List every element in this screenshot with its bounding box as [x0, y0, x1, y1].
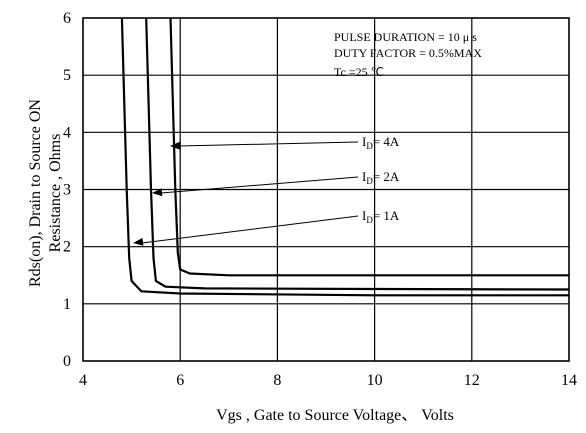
x-tick-label: 12	[464, 372, 480, 389]
x-axis-title: Vgs , Gate to Source Voltage、 Volts	[216, 407, 454, 424]
curve-layer	[120, 17, 570, 297]
curve-label: ID= 4A	[362, 134, 400, 151]
curve-label: ID= 2A	[362, 169, 400, 186]
series-line	[120, 17, 569, 297]
curve-label-arrow-line	[160, 176, 359, 194]
y-tick-label: 3	[63, 182, 71, 199]
curve-label-arrowhead	[152, 188, 163, 197]
grid-layer	[83, 18, 569, 361]
series-line	[145, 17, 570, 291]
curve-label: ID= 1A	[362, 208, 400, 225]
x-tick-label: 4	[79, 372, 87, 389]
curve-label-arrowhead	[133, 237, 144, 246]
y-axis-title-line1: Rds(on), Drain to Source ON	[27, 99, 44, 287]
curve-label-arrow-line	[141, 215, 359, 244]
annotation-temperature: Tc =25 ℃	[334, 65, 384, 79]
annotation-duty-factor: DUTY FACTOR = 0.5%MAX	[334, 46, 482, 60]
label-layer: ID= 4A ID= 2A ID= 1A	[133, 134, 400, 246]
x-tick-label: 8	[273, 372, 281, 389]
x-tick-label: 6	[176, 372, 184, 389]
series-line	[169, 17, 569, 277]
y-axis-title-line2: Resistance , Ohms	[47, 134, 64, 253]
x-tick-label: 14	[561, 372, 577, 389]
y-tick-label: 2	[63, 239, 71, 256]
y-tick-label: 0	[63, 353, 71, 370]
plot-frame	[82, 17, 570, 362]
y-tick-label: 6	[63, 10, 71, 27]
curve-label-arrow-line	[178, 141, 359, 147]
curve-label-arrowhead	[170, 141, 181, 150]
x-tick-label: 10	[367, 372, 383, 389]
y-tick-label: 1	[63, 296, 71, 313]
y-tick-label: 5	[63, 67, 71, 84]
y-tick-label: 4	[63, 124, 71, 141]
annotation-pulse-duration: PULSE DURATION = 10 μ s	[334, 30, 477, 44]
